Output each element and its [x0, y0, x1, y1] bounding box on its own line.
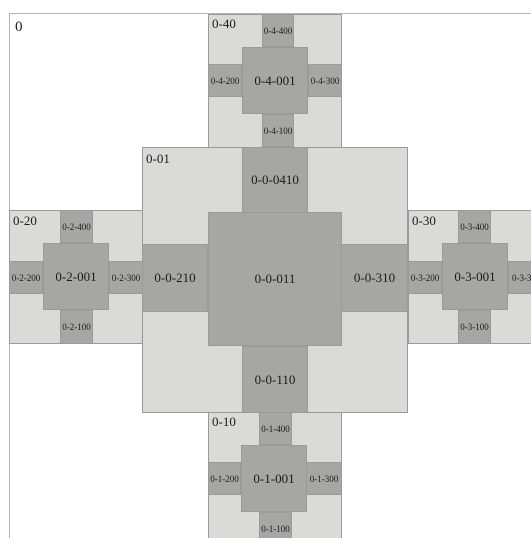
north-arm-right: 0-4-300: [308, 64, 342, 97]
center-core: 0-0-011: [208, 212, 342, 346]
north-arm-left-label: 0-4-200: [210, 75, 240, 86]
root-label: 0: [15, 19, 23, 35]
west-core: 0-2-001: [43, 243, 109, 310]
east-arm-left: 0-3-200: [408, 261, 442, 294]
north-arm-bottom-label: 0-4-100: [263, 125, 293, 136]
west-arm-top-label: 0-2-400: [62, 221, 91, 232]
east-core: 0-3-001: [442, 243, 508, 310]
west-group-label: 0-20: [13, 213, 37, 228]
south-arm-bottom: 0-1-100: [259, 512, 292, 538]
west-arm-left-label: 0-2-200: [11, 272, 41, 283]
east-arm-left-label: 0-3-200: [410, 272, 440, 283]
east-core-label: 0-3-001: [454, 268, 496, 284]
north-arm-right-label: 0-4-300: [310, 75, 340, 86]
east-arm-right: 0-3-3: [508, 261, 531, 294]
east-arm-top: 0-3-400: [458, 210, 491, 243]
east-arm-bottom: 0-3-100: [458, 310, 491, 344]
west-arm-bottom: 0-2-100: [60, 310, 93, 344]
center-arm-north-label: 0-0-0410: [251, 172, 299, 187]
center-arm-south: 0-0-110: [242, 346, 308, 413]
south-arm-left-label: 0-1-200: [210, 473, 239, 484]
east-arm-bottom-label: 0-3-100: [460, 322, 489, 332]
center-arm-north: 0-0-0410: [242, 147, 308, 213]
west-arm-left: 0-2-200: [9, 261, 43, 294]
north-core: 0-4-001: [242, 47, 308, 114]
south-arm-top: 0-1-400: [259, 412, 292, 445]
center-arm-east-label: 0-0-310: [353, 270, 396, 285]
north-arm-top: 0-4-400: [262, 14, 294, 47]
west-core-label: 0-2-001: [55, 268, 97, 284]
south-arm-left: 0-1-200: [208, 462, 241, 495]
east-arm-right-label: 0-3-3: [512, 272, 531, 283]
center-arm-south-label: 0-0-110: [254, 371, 296, 387]
south-arm-right-label: 0-1-300: [309, 473, 339, 484]
center-arm-west: 0-0-210: [142, 244, 208, 312]
east-group-label: 0-30: [412, 213, 436, 228]
center-arm-east: 0-0-310: [341, 244, 408, 312]
root-frame-top: [9, 13, 531, 14]
west-arm-right: 0-2-300: [109, 261, 143, 294]
center-group-label: 0-01: [146, 151, 170, 166]
north-arm-top-label: 0-4-400: [263, 25, 293, 36]
north-arm-bottom: 0-4-100: [262, 114, 294, 147]
west-arm-top: 0-2-400: [60, 210, 93, 243]
center-core-label: 0-0-011: [254, 271, 296, 286]
west-arm-right-label: 0-2-300: [111, 272, 141, 283]
west-arm-bottom-label: 0-2-100: [62, 322, 91, 332]
south-arm-bottom-label: 0-1-100: [261, 524, 290, 534]
east-arm-top-label: 0-3-400: [460, 221, 489, 232]
south-group-label: 0-10: [212, 414, 236, 429]
north-core-label: 0-4-001: [254, 72, 296, 88]
south-arm-top-label: 0-1-400: [261, 423, 290, 434]
center-arm-west-label: 0-0-210: [154, 270, 196, 285]
south-core-label: 0-1-001: [253, 470, 295, 486]
north-group-label: 0-40: [212, 16, 236, 31]
south-core: 0-1-001: [241, 445, 307, 512]
south-arm-right: 0-1-300: [306, 462, 342, 495]
north-arm-left: 0-4-200: [208, 64, 242, 97]
